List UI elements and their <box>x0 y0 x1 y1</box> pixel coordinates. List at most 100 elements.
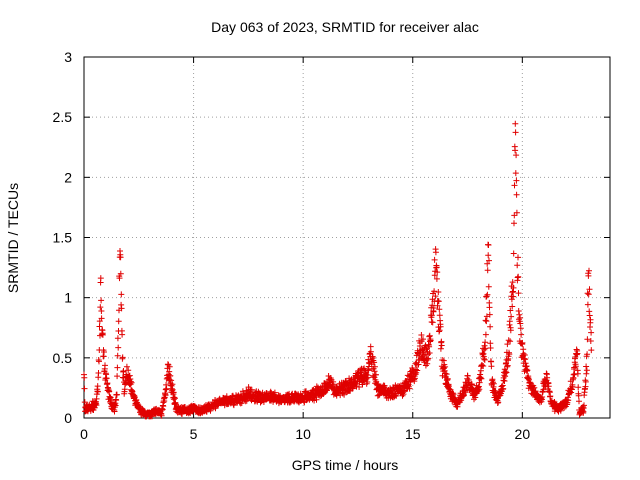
data-point <box>586 267 592 274</box>
data-point <box>163 385 170 392</box>
data-point <box>487 323 494 330</box>
data-point <box>572 363 579 370</box>
data-point <box>117 254 124 261</box>
data-point <box>486 257 492 264</box>
chart-title: Day 063 of 2023, SRMTID for receiver ala… <box>211 19 479 35</box>
data-point <box>94 388 101 395</box>
data-point <box>128 379 135 386</box>
data-point <box>136 403 143 410</box>
data-point <box>438 342 445 349</box>
data-point <box>583 367 590 374</box>
data-point <box>95 370 102 376</box>
data-point <box>432 249 439 256</box>
data-point <box>123 363 130 370</box>
data-point <box>119 354 126 361</box>
data-point <box>576 398 582 405</box>
data-point <box>420 336 426 343</box>
x-tick-label: 20 <box>515 426 531 442</box>
data-point <box>531 384 538 391</box>
data-point <box>477 375 484 382</box>
data-point <box>519 339 526 346</box>
data-point <box>127 378 134 385</box>
data-point <box>426 350 433 356</box>
data-point <box>511 220 517 227</box>
data-point <box>112 402 119 409</box>
data-point <box>97 304 104 311</box>
data-point <box>504 362 511 369</box>
data-point <box>167 372 174 379</box>
data-point <box>485 252 492 259</box>
data-point <box>313 396 320 403</box>
data-point <box>504 341 511 348</box>
data-point <box>433 275 440 282</box>
data-point <box>443 371 450 378</box>
data-point <box>115 318 122 325</box>
data-point <box>565 397 572 404</box>
tick-labels: 0 5 10 15 20 0 0.5 1 1.5 2 2.5 3 <box>53 49 531 442</box>
data-point <box>468 381 475 388</box>
y-tick-label: 2 <box>64 169 72 185</box>
data-point <box>570 371 577 378</box>
data-point <box>508 296 515 303</box>
data-point <box>248 386 255 393</box>
data-point <box>518 331 525 338</box>
x-axis-label: GPS time / hours <box>292 457 399 473</box>
data-point <box>435 298 442 305</box>
data-point <box>539 394 546 400</box>
data-point <box>94 383 101 390</box>
data-point <box>574 350 581 357</box>
data-point <box>118 305 125 312</box>
data-point <box>486 304 493 311</box>
data-point <box>449 390 456 397</box>
data-point <box>117 270 124 277</box>
data-point <box>359 381 366 388</box>
x-tick-label: 0 <box>80 426 88 442</box>
data-point <box>367 348 374 355</box>
data-point <box>515 273 522 280</box>
data-point <box>517 314 524 321</box>
data-point <box>113 391 120 398</box>
y-axis-label: SRMTID / TECUs <box>5 183 21 293</box>
data-point <box>364 379 371 385</box>
data-point <box>574 370 581 377</box>
data-point <box>93 402 100 409</box>
data-point <box>581 402 587 409</box>
data-point <box>513 191 520 198</box>
data-point <box>510 250 517 257</box>
data-point <box>98 315 105 322</box>
data-point <box>583 370 590 377</box>
data-point <box>507 307 514 314</box>
data-point <box>103 375 110 382</box>
data-point <box>513 152 520 159</box>
data-point <box>431 288 438 295</box>
data-point <box>584 290 591 297</box>
data-point <box>495 399 502 406</box>
data-point <box>587 316 594 323</box>
data-point <box>483 293 490 300</box>
data-point <box>481 356 488 363</box>
y-tick-label: 1.5 <box>53 230 73 246</box>
data-point <box>512 147 519 154</box>
data-point <box>511 182 518 189</box>
data-point <box>162 392 169 399</box>
data-point <box>98 308 105 314</box>
data-point <box>114 373 121 380</box>
data-point <box>119 331 126 338</box>
data-point <box>482 331 489 338</box>
data-point <box>120 368 127 374</box>
data-point <box>371 359 378 366</box>
y-tick-label: 1 <box>64 290 72 306</box>
data-point <box>503 369 510 376</box>
data-point <box>341 391 348 398</box>
data-points <box>81 120 595 420</box>
axis-ticks <box>83 56 610 419</box>
data-point <box>427 337 434 344</box>
x-tick-label: 15 <box>405 426 421 442</box>
data-point <box>372 371 379 378</box>
data-point <box>485 242 492 248</box>
data-point <box>524 367 531 374</box>
data-point <box>436 306 443 313</box>
data-point <box>99 331 106 338</box>
x-tick-label: 5 <box>190 426 198 442</box>
data-point <box>447 386 454 393</box>
